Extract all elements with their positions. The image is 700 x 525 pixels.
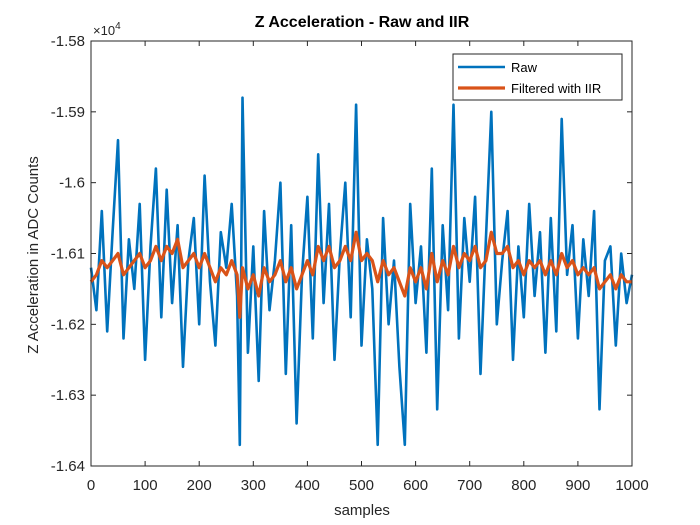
x-tick-label: 900 <box>565 477 590 494</box>
y-tick-label: -1.61 <box>51 246 85 263</box>
y-tick-label: -1.64 <box>51 458 85 475</box>
y-axis-label: Z Acceleration in ADC Counts <box>25 156 42 354</box>
series-line-filtered-iir <box>89 230 632 319</box>
axes-layer: 0 100 200 300 400 500 600 700 800 900 1000 -1.64 -1.… <box>51 33 649 494</box>
y-tick-label: -1.62 <box>51 316 85 333</box>
x-tick-label: 300 <box>241 477 266 494</box>
legend-label-filtered-iir: Filtered with IIR <box>511 81 601 96</box>
x-tick-label: 200 <box>187 477 212 494</box>
chart-title: Z Acceleration - Raw and IIR <box>255 14 470 31</box>
y-exponent-label: ×104 <box>93 21 121 38</box>
legend: Raw Filtered with IIR <box>452 53 623 101</box>
x-axis-label: samples <box>334 502 390 519</box>
x-tick-label: 700 <box>457 477 482 494</box>
plot-area <box>89 41 634 466</box>
y-exponent-power: 4 <box>115 21 121 32</box>
legend-box <box>452 53 623 101</box>
x-tick-label: 500 <box>349 477 374 494</box>
y-exponent-base: ×10 <box>93 23 115 38</box>
x-tick-label: 600 <box>403 477 428 494</box>
y-tick-label: -1.6 <box>59 175 85 192</box>
legend-label-raw: Raw <box>511 60 538 75</box>
x-tick-label: 1000 <box>615 477 648 494</box>
y-tick-label: -1.58 <box>51 33 85 50</box>
series-line-raw <box>89 96 634 447</box>
x-tick-label: 800 <box>511 477 536 494</box>
x-tick-label: 100 <box>133 477 158 494</box>
y-tick-label: -1.63 <box>51 387 85 404</box>
y-tick-label: -1.59 <box>51 104 85 121</box>
x-tick-label: 400 <box>295 477 320 494</box>
x-tick-label: 0 <box>87 477 95 494</box>
